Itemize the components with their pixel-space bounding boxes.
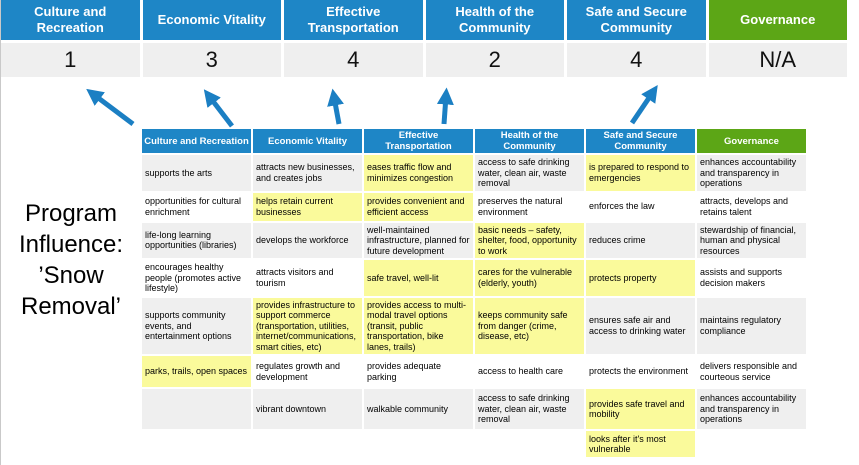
matrix-cell-highlighted: safe travel, well-lit <box>364 260 473 296</box>
matrix-cell-highlighted: provides access to multi-modal travel op… <box>364 297 473 354</box>
arrow-icon <box>327 88 344 125</box>
matrix-column-header: Health of the Community <box>475 129 584 153</box>
matrix-cell: attracts visitors and tourism <box>253 260 362 296</box>
scoreboard-score: N/A <box>708 43 847 77</box>
matrix-row: encourages healthy people (promotes acti… <box>142 260 806 296</box>
matrix-row: vibrant downtown walkable community access… <box>142 389 806 429</box>
matrix-cell: attracts new businesses, and creates job… <box>253 155 362 191</box>
matrix-cell-highlighted: keeps community safe from danger (crime,… <box>475 297 584 354</box>
matrix-cell: ensures safe air and access to drinking … <box>586 297 695 354</box>
matrix-cell: access to safe drinking water, clean air… <box>475 155 584 191</box>
category-scoreboard: Culture and Recreation 1 Economic Vitality… <box>1 0 847 77</box>
matrix-cell: assists and supports decision makers <box>697 260 806 296</box>
matrix-cell-highlighted: basic needs – safety, shelter, food, opp… <box>475 222 584 258</box>
matrix-cell-highlighted: helps retain current businesses <box>253 192 362 221</box>
matrix-cell: enforces the law <box>586 192 695 221</box>
matrix-cell <box>142 431 251 457</box>
matrix-cell: attracts, develops and retains talent <box>697 192 806 221</box>
matrix-cell-highlighted: eases traffic flow and minimizes congest… <box>364 155 473 191</box>
scoreboard-score: 4 <box>567 43 706 77</box>
matrix-cell-highlighted: provides infrastructure to support comme… <box>253 297 362 354</box>
matrix-cell: access to health care <box>475 356 584 387</box>
scoreboard-category: Health of the Community <box>425 0 564 40</box>
scoreboard-category: Safe and Secure Community <box>567 0 706 40</box>
matrix-cell: provides adequate parking <box>364 356 473 387</box>
arrow-icon <box>86 88 135 126</box>
matrix-cell: supports community events, and entertain… <box>142 297 251 354</box>
matrix-cell-highlighted: is prepared to respond to emergencies <box>586 155 695 191</box>
matrix-column-header: Effective Transportation <box>364 129 473 153</box>
matrix-cell-highlighted: cares for the vulnerable (elderly, youth… <box>475 260 584 296</box>
matrix-cell: supports the arts <box>142 155 251 191</box>
matrix-column-header: Governance <box>697 129 806 153</box>
scoreboard-score: 2 <box>425 43 564 77</box>
matrix-cell <box>142 389 251 429</box>
matrix-cell: maintains regulatory compliance <box>697 297 806 354</box>
scoreboard-score: 4 <box>284 43 423 77</box>
matrix-row: parks, trails, open spaces regulates grow… <box>142 356 806 387</box>
scoreboard-category: Effective Transportation <box>284 0 423 40</box>
arrow-icon <box>436 87 454 125</box>
matrix-cell: access to safe drinking water, clean air… <box>475 389 584 429</box>
matrix-row: opportunities for cultural enrichment hel… <box>142 192 806 221</box>
matrix-cell-highlighted: provides convenient and efficient access <box>364 192 473 221</box>
matrix-cell <box>364 431 473 457</box>
matrix-cell: enhances accountability and transparency… <box>697 155 806 191</box>
matrix-cell: enhances accountability and transparency… <box>697 389 806 429</box>
arrow-icon <box>629 84 658 125</box>
matrix-cell: preserves the natural environment <box>475 192 584 221</box>
matrix-cell <box>697 431 806 457</box>
matrix-row: supports community events, and entertain… <box>142 297 806 354</box>
matrix-cell: walkable community <box>364 389 473 429</box>
matrix-cell: protects the environment <box>586 356 695 387</box>
influence-matrix: Culture and Recreation Economic Vitality E… <box>140 127 808 459</box>
matrix-cell-highlighted: parks, trails, open spaces <box>142 356 251 387</box>
matrix-column-header: Economic Vitality <box>253 129 362 153</box>
matrix-cell-highlighted: provides safe travel and mobility <box>586 389 695 429</box>
program-influence-title: Program Influence: ’Snow Removal’ <box>18 200 124 320</box>
matrix-cell: reduces crime <box>586 222 695 258</box>
matrix-row: supports the arts attracts new businesses… <box>142 155 806 191</box>
matrix-cell: life-long learning opportunities (librar… <box>142 222 251 258</box>
matrix-cell: regulates growth and development <box>253 356 362 387</box>
scoreboard-score: 1 <box>1 43 140 77</box>
matrix-cell: stewardship of financial, human and phys… <box>697 222 806 258</box>
matrix-cell <box>253 431 362 457</box>
scoreboard-category: Culture and Recreation <box>1 0 140 40</box>
scoreboard-category: Governance <box>708 0 847 40</box>
matrix-cell: vibrant downtown <box>253 389 362 429</box>
matrix-cell <box>475 431 584 457</box>
matrix-column-header: Culture and Recreation <box>142 129 251 153</box>
matrix-cell-highlighted: looks after it's most vulnerable <box>586 431 695 457</box>
matrix-row: looks after it's most vulnerable <box>142 431 806 457</box>
scoreboard-category: Economic Vitality <box>142 0 281 40</box>
matrix-header-row: Culture and Recreation Economic Vitality E… <box>142 129 806 153</box>
matrix-cell: develops the workforce <box>253 222 362 258</box>
matrix-cell-highlighted: protects property <box>586 260 695 296</box>
arrow-icon <box>203 89 234 128</box>
matrix-cell: well-maintained infrastructure, planned … <box>364 222 473 258</box>
matrix-row: life-long learning opportunities (librar… <box>142 222 806 258</box>
matrix-cell: opportunities for cultural enrichment <box>142 192 251 221</box>
scoreboard-score: 3 <box>142 43 281 77</box>
matrix-cell: encourages healthy people (promotes acti… <box>142 260 251 296</box>
matrix-cell: delivers responsible and courteous servi… <box>697 356 806 387</box>
matrix-column-header: Safe and Secure Community <box>586 129 695 153</box>
